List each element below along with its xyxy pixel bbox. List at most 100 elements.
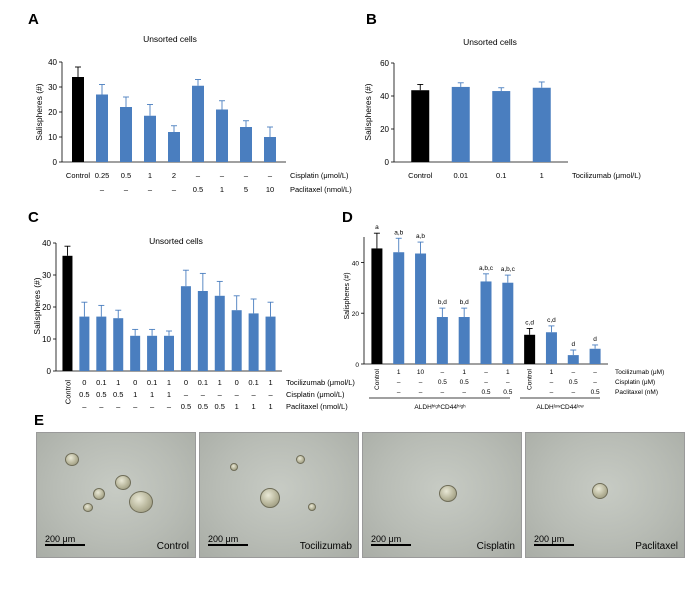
x-row-label: 0 — [235, 378, 239, 387]
bar — [168, 132, 180, 162]
x-row-label: 0.5 — [181, 402, 191, 411]
x-row-label: 1 — [220, 185, 224, 194]
x-row-label: – — [148, 185, 153, 194]
x-row-label: 1 — [235, 402, 239, 411]
x-row-label: – — [550, 379, 554, 386]
x-row-label: – — [184, 390, 189, 399]
micrograph-paclitaxel: 200 μm Paclitaxel — [525, 432, 685, 558]
salisphere — [129, 491, 153, 513]
bar — [492, 91, 511, 162]
y-tick-label: 30 — [42, 271, 51, 280]
x-row-label: 1 — [550, 369, 554, 376]
significance-label: d — [593, 336, 597, 343]
x-row-label: – — [244, 171, 249, 180]
bar — [130, 335, 141, 371]
y-tick-label: 0 — [355, 362, 359, 369]
salisphere — [308, 503, 316, 511]
x-row-label: – — [150, 402, 155, 411]
x-row-label: – — [252, 390, 257, 399]
x-row-label: 0.5 — [113, 390, 123, 399]
y-tick-label: 20 — [48, 108, 57, 117]
row-title: Cisplatin (μmol/L) — [286, 390, 345, 399]
significance-label: b,d — [438, 299, 447, 306]
significance-label: a,b — [416, 233, 425, 240]
salisphere — [93, 488, 105, 500]
x-row-label: 1 — [148, 171, 152, 180]
x-row-label: – — [593, 369, 597, 376]
bar — [436, 317, 448, 364]
bar — [415, 253, 427, 364]
bar — [532, 87, 551, 162]
x-row-label: 1 — [150, 390, 154, 399]
x-row-label: – — [218, 390, 223, 399]
y-tick-label: 60 — [380, 59, 389, 68]
x-row-label: – — [235, 390, 240, 399]
significance-label: a,b — [394, 229, 403, 236]
micrograph-label: Cisplatin — [476, 541, 515, 552]
x-row-label: 0.1 — [248, 378, 258, 387]
x-row-label: 1 — [252, 402, 256, 411]
x-row-label: 0.1 — [198, 378, 208, 387]
bar — [192, 85, 204, 162]
bar — [164, 335, 174, 371]
salisphere — [260, 488, 280, 508]
significance-label: c,d — [525, 319, 534, 326]
bar — [451, 86, 470, 162]
x-row-label: – — [397, 379, 401, 386]
x-row-label: 0.5 — [198, 402, 208, 411]
salisphere — [115, 475, 131, 490]
y-tick-label: 40 — [380, 92, 389, 101]
bar — [216, 109, 228, 162]
row-title: Tocilizumab (μM) — [615, 369, 664, 376]
x-row-label: 0 — [184, 378, 188, 387]
bar — [96, 94, 108, 162]
x-row-label: – — [82, 402, 87, 411]
x-row-label: – — [484, 379, 488, 386]
bar — [79, 316, 90, 371]
control-label: Control — [527, 368, 534, 390]
panel-letter-b: B — [366, 11, 377, 28]
bar — [371, 248, 383, 364]
x-row-label: 1 — [540, 171, 544, 180]
bar — [240, 127, 252, 162]
x-row-label: – — [484, 369, 488, 376]
salisphere — [83, 503, 93, 512]
x-row-label: 10 — [417, 369, 425, 376]
scale-bar — [534, 544, 574, 546]
x-row-label: 0.5 — [460, 379, 469, 386]
significance-label: d — [571, 341, 575, 348]
bar — [265, 316, 276, 371]
x-row-label: – — [419, 379, 423, 386]
panel-letter-c: C — [28, 209, 39, 226]
row-title: Paclitaxel (nmol/L) — [286, 402, 348, 411]
x-row-label: 0.1 — [496, 171, 506, 180]
x-row-label: – — [419, 389, 423, 396]
bar — [62, 255, 73, 371]
row-title: Cisplatin (μmol/L) — [290, 171, 349, 180]
panel-letter-e: E — [34, 412, 45, 429]
x-row-label: 1 — [397, 369, 401, 376]
x-row-label: – — [124, 185, 129, 194]
micrograph-cisplatin: 200 μm Cisplatin — [362, 432, 522, 558]
bar — [180, 286, 191, 371]
y-tick-label: 20 — [352, 311, 360, 318]
salisphere — [439, 485, 457, 502]
bar — [502, 282, 514, 364]
y-tick-label: 0 — [53, 158, 58, 167]
x-row-label: – — [167, 402, 172, 411]
micrograph-label: Paclitaxel — [635, 541, 678, 552]
x-row-label: 1 — [506, 369, 510, 376]
x-row-label: – — [441, 389, 445, 396]
micrograph-label: Tocilizumab — [299, 541, 352, 552]
x-row-label: 0.5 — [503, 389, 512, 396]
scale-bar — [371, 544, 411, 546]
x-row-label: 0.5 — [569, 379, 578, 386]
bar — [231, 310, 242, 371]
bar — [393, 252, 405, 364]
x-row-label: 10 — [266, 185, 274, 194]
panel-b-ylabel: Salispheres (#) — [363, 83, 373, 140]
panel-c-ylabel: Salispheres (#) — [32, 277, 42, 334]
bar — [214, 295, 225, 371]
bar — [589, 348, 601, 364]
bar — [120, 107, 132, 162]
